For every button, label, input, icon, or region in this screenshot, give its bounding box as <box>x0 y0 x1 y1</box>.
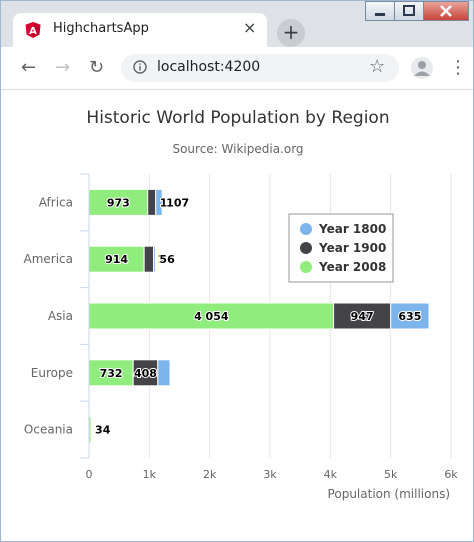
close-button[interactable] <box>423 1 469 21</box>
x-tick-label: 0 <box>86 468 93 481</box>
minimize-button[interactable] <box>365 1 395 21</box>
tab-close-button[interactable]: × <box>243 18 257 37</box>
data-label: 732 <box>100 367 123 380</box>
bar-segment[interactable] <box>90 416 93 444</box>
bar-segment[interactable] <box>157 359 171 387</box>
maximize-button[interactable] <box>394 1 424 21</box>
menu-icon[interactable]: ⋮ <box>449 57 467 78</box>
data-label: 1 <box>158 253 166 266</box>
bar-segment[interactable] <box>147 188 157 216</box>
data-label: 107 <box>166 196 189 209</box>
svg-text:A: A <box>29 26 37 37</box>
tab-title: HighchartsApp <box>53 21 149 36</box>
x-axis-title: Population (millions) <box>328 487 450 501</box>
star-icon[interactable]: ☆ <box>369 56 386 77</box>
address-bar: ← → ↻ localhost:4200 ☆ ⋮ <box>1 47 473 90</box>
avatar <box>414 61 430 76</box>
population-chart: Historic World Population by Region Sour… <box>24 108 459 501</box>
chart-title: Historic World Population by Region <box>86 108 389 128</box>
legend-item[interactable]: Year 2008 <box>318 260 386 274</box>
omnibox[interactable]: localhost:4200 ☆ <box>121 54 399 82</box>
category-label: Asia <box>48 309 73 323</box>
x-tick-label: 3k <box>263 468 277 481</box>
data-label: 56 <box>159 253 175 266</box>
reload-button[interactable]: ↻ <box>89 57 105 78</box>
data-label: 4 054 <box>194 310 229 323</box>
data-label: 635 <box>398 310 421 323</box>
chart-axes: 0 1k 2k 3k 4k 5k 6k Africa America Asia Europe Ocea… <box>24 173 458 481</box>
legend-item[interactable]: Year 1900 <box>318 241 386 255</box>
legend-marker <box>300 242 312 254</box>
forward-button[interactable]: → <box>55 57 71 78</box>
close-icon <box>440 5 452 17</box>
profile-icon[interactable] <box>411 57 433 79</box>
browser-tab[interactable]: A HighchartsApp × <box>13 13 267 47</box>
data-label: 34 <box>95 424 111 437</box>
back-button[interactable]: ← <box>21 57 37 78</box>
bar-segment[interactable] <box>333 302 392 330</box>
category-label: Europe <box>31 366 73 380</box>
bar-segment[interactable] <box>390 302 430 330</box>
legend-marker <box>300 223 312 235</box>
category-label: Africa <box>39 195 73 209</box>
maximize-icon <box>403 5 415 16</box>
chart-subtitle: Source: Wikipedia.org <box>172 142 303 156</box>
new-tab-button[interactable]: + <box>277 19 305 47</box>
legend-marker <box>300 261 312 273</box>
data-label: 973 <box>107 196 130 209</box>
data-label: 408 <box>134 367 157 380</box>
data-label: 914 <box>105 253 128 266</box>
bar-segment[interactable] <box>153 245 156 273</box>
x-tick-label: 2k <box>203 468 217 481</box>
angular-icon: A <box>25 22 41 38</box>
title-bar: A HighchartsApp × + <box>1 1 473 47</box>
minimize-icon <box>375 13 385 16</box>
legend-item[interactable]: Year 1800 <box>318 222 386 236</box>
category-label: America <box>24 252 74 266</box>
info-icon <box>133 60 147 74</box>
bar-segment[interactable] <box>155 188 163 216</box>
x-tick-label: 4k <box>324 468 338 481</box>
data-label: 947 <box>351 310 374 323</box>
chart-legend[interactable]: Year 1800 Year 1900 Year 2008 <box>288 213 394 283</box>
x-tick-label: 1k <box>143 468 157 481</box>
data-label: 1 <box>160 196 168 209</box>
x-tick-label: 6k <box>444 468 458 481</box>
bar-segment[interactable] <box>143 245 155 273</box>
chart-bars <box>88 188 430 444</box>
x-tick-label: 5k <box>384 468 398 481</box>
category-label: Oceania <box>24 423 73 437</box>
url-text[interactable]: localhost:4200 <box>157 59 261 75</box>
bar-segment[interactable] <box>88 302 335 330</box>
